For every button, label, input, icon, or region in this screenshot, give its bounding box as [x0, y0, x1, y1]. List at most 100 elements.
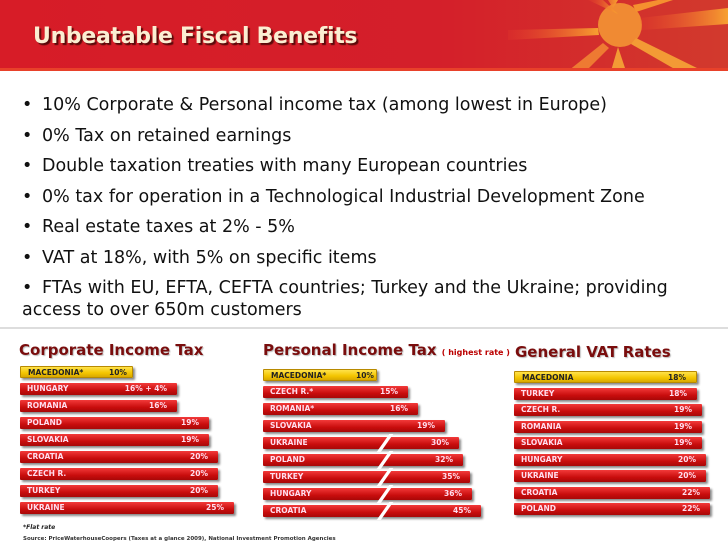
bar-hungary: HUNGARY 20% [514, 453, 706, 466]
bar-value: 20% [190, 452, 208, 461]
bar-value: 19% [417, 421, 435, 430]
bar-macedonia: MACEDONIA* 10% [20, 366, 133, 378]
bar-turkey: TURKEY 20% [20, 485, 218, 497]
bar-label: MACEDONIA* [28, 368, 84, 377]
bar-value: 20% [678, 471, 696, 480]
bar-label: ROMANIA* [270, 404, 315, 413]
bar-ukraine: UKRAINE 20% [514, 470, 706, 482]
bar-label: POLAND [27, 418, 62, 427]
bullet-text: 0% tax for operation in a Technological … [42, 186, 645, 207]
bar-label: CROATIA [27, 452, 64, 461]
bar-label: UKRAINE [521, 471, 559, 480]
sun-logo-icon [508, 0, 728, 68]
chart-title-text: Personal Income Tax [263, 341, 437, 359]
bar-romania: ROMANIA 16% [20, 400, 177, 412]
bar-macedonia: MACEDONIA* 10% [263, 369, 377, 381]
axis-break-mark [376, 468, 394, 486]
axis-break-mark [376, 451, 394, 469]
bar-hungary: HUNGARY 36% [263, 485, 472, 503]
bullet-text: Real estate taxes at 2% - 5% [42, 217, 295, 237]
bar-croatia: CROATIA 20% [20, 451, 218, 463]
bullet-item: • Real estate taxes at 2% - 5% [22, 217, 295, 237]
bar-slovakia: SLOVAKIA 19% [20, 434, 209, 446]
bar-value: 22% [682, 487, 700, 497]
bar-label: UKRAINE [270, 438, 308, 447]
bullet-item: • Double taxation treaties with many Euro… [22, 156, 528, 176]
bullet-text: 10% Corporate & Personal income tax (amo… [42, 95, 607, 115]
bar-value: 35% [442, 472, 460, 481]
bar-value: 20% [190, 469, 208, 478]
bar-label: TURKEY [27, 486, 61, 495]
bar-label: SLOVAKIA [27, 435, 69, 444]
bar-label: TURKEY [270, 472, 304, 481]
bar-ukraine: UKRAINE 25% [20, 502, 234, 514]
bar-label: POLAND [521, 504, 556, 513]
benefits-list: • 10% Corporate & Personal income tax (am… [22, 90, 722, 321]
bar-slovakia: SLOVAKIA 19% [263, 420, 445, 432]
bar-value: 30% [431, 438, 449, 447]
page-title: Unbeatable Fiscal Benefits [33, 24, 358, 49]
bar-label: MACEDONIA* [271, 371, 327, 380]
bar-label: UKRAINE [27, 503, 65, 512]
bar-value: 19% [674, 421, 692, 431]
bar-label: POLAND [270, 455, 305, 464]
bar-label: HUNGARY [521, 454, 563, 464]
bar-value: 45% [453, 506, 471, 515]
bar-value: 19% [674, 438, 692, 447]
bar-poland: POLAND 32% [263, 451, 463, 469]
source-note: Source: PriceWaterhouseCoopers (Taxes at… [23, 536, 336, 542]
axis-break-mark [376, 502, 394, 520]
bar-turkey: TURKEY 35% [263, 468, 470, 486]
bar-macedonia: MACEDONIA 18% [514, 371, 697, 383]
vat-title: General VAT Rates [515, 343, 671, 361]
bar-value: 16% + 4% [124, 384, 167, 393]
bar-label: SLOVAKIA [521, 438, 563, 447]
bar-label: ROMANIA [27, 401, 68, 410]
bar-turkey: TURKEY 18% [514, 387, 697, 400]
bar-label: CROATIA [521, 487, 558, 497]
axis-break-mark [376, 485, 394, 503]
bar-czech-r: CZECH R. 19% [514, 404, 702, 416]
bar-value: 32% [435, 455, 453, 464]
chart-title-text: General VAT Rates [515, 343, 671, 361]
personal-tax-title: Personal Income Tax ( highest rate ) [263, 341, 510, 359]
bar-label: CZECH R.* [270, 387, 314, 396]
bar-slovakia: SLOVAKIA 19% [514, 437, 702, 449]
bar-label: SLOVAKIA [270, 421, 312, 430]
bar-value: 10% [356, 371, 374, 380]
bar-label: CZECH R. [521, 405, 561, 414]
bar-label: HUNGARY [270, 489, 312, 498]
bar-value: 16% [390, 404, 408, 413]
bar-label: CROATIA [270, 506, 307, 515]
bar-value: 10% [109, 368, 127, 377]
bar-croatia: CROATIA 45% [263, 502, 481, 520]
bullet-item: • 0% tax for operation in a Technological… [22, 186, 645, 207]
bar-value: 19% [181, 435, 199, 444]
bullet-text: VAT at 18%, with 5% on specific items [42, 247, 377, 268]
bar-value: 20% [190, 486, 208, 495]
bar-label: ROMANIA [521, 421, 562, 431]
bar-romania: ROMANIA 19% [514, 420, 702, 433]
bar-label: TURKEY [521, 388, 555, 398]
bullet-text: Double taxation treaties with many Europ… [42, 156, 528, 176]
bullet-text: 0% Tax on retained earnings [42, 125, 292, 146]
bar-label: HUNGARY [27, 384, 69, 393]
footnote: *Flat rate [23, 524, 56, 531]
bar-value: 36% [444, 489, 462, 498]
bar-czech-r: CZECH R.* 15% [263, 386, 408, 398]
chart-title-text: Corporate Income Tax [19, 341, 204, 359]
bar-label: CZECH R. [27, 469, 67, 478]
bar-poland: POLAND 22% [514, 503, 710, 515]
bullet-text: FTAs with EU, EFTA, CEFTA countries; Tur… [22, 278, 668, 320]
bar-value: 22% [682, 504, 700, 513]
bar-poland: POLAND 19% [20, 417, 209, 429]
bar-czech-r: CZECH R. 20% [20, 468, 218, 480]
bar-croatia: CROATIA 22% [514, 486, 710, 499]
bullet-item: • FTAs with EU, EFTA, CEFTA countries; Tu… [22, 278, 668, 320]
corporate-tax-title: Corporate Income Tax [19, 341, 203, 359]
bar-value: 18% [668, 373, 686, 382]
bullet-item: • 0% Tax on retained earnings [22, 125, 292, 146]
bar-value: 16% [149, 401, 167, 410]
axis-break-mark [376, 434, 394, 452]
bar-ukraine: UKRAINE 30% [263, 434, 459, 452]
